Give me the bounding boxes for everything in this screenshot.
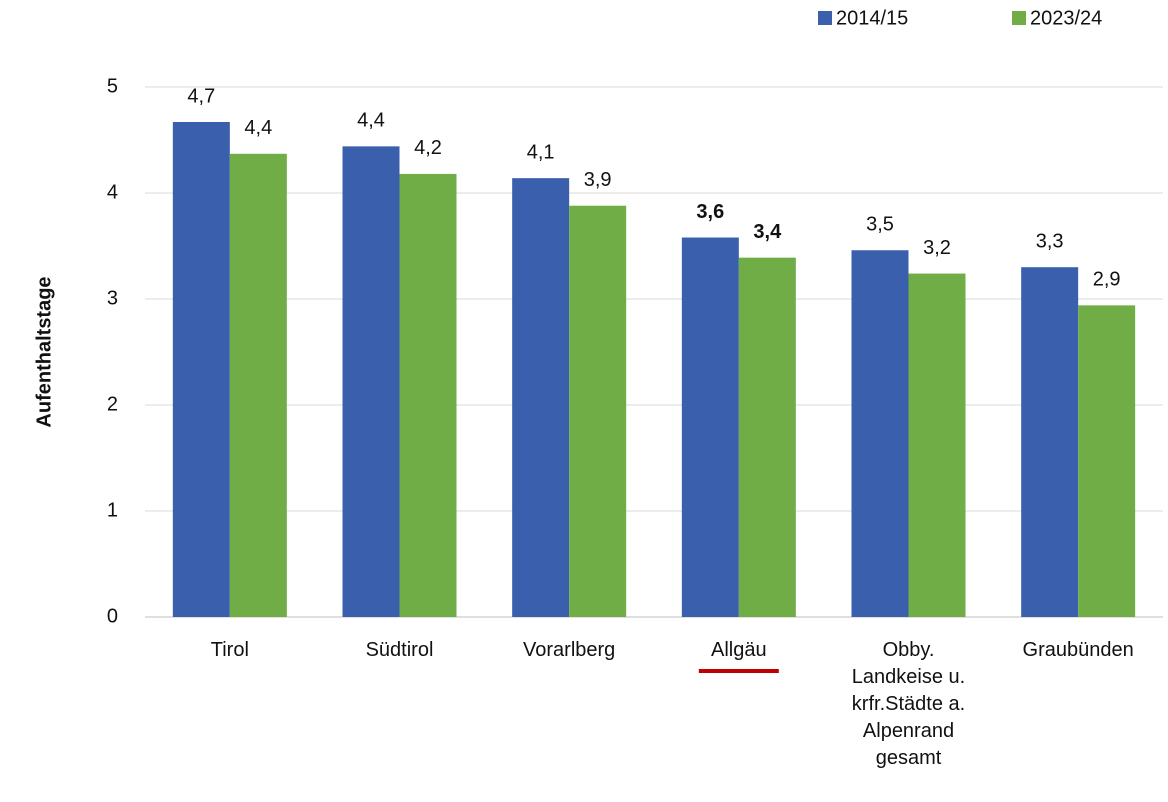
data-label: 4,4 <box>244 117 272 139</box>
bar <box>681 237 739 617</box>
bar <box>569 205 627 617</box>
data-label: 4,2 <box>414 137 442 159</box>
y-axis-label: Aufenthaltstage <box>33 276 55 427</box>
y-tick-label: 3 <box>107 287 118 309</box>
bar <box>851 250 909 618</box>
legend-swatch <box>818 11 832 25</box>
bar <box>1021 267 1079 617</box>
y-tick-label: 0 <box>107 605 118 627</box>
data-label: 3,9 <box>584 169 612 191</box>
x-tick-label: Südtirol <box>365 639 434 661</box>
x-tick-label: Obby. Landkeise u. krfr.Städte a. Alpenr… <box>851 639 966 769</box>
data-label: 2,9 <box>1093 269 1121 291</box>
x-tick-label: Allgäu <box>711 639 767 661</box>
legend-label: 2014/15 <box>836 7 908 29</box>
data-label: 3,3 <box>1036 230 1064 252</box>
data-label: 4,7 <box>187 85 215 107</box>
data-label: 4,4 <box>357 110 385 132</box>
bar <box>512 178 570 617</box>
legend-swatch <box>1012 11 1026 25</box>
bar <box>342 146 400 618</box>
bar <box>908 273 966 617</box>
bar <box>229 153 287 617</box>
x-tick-label: Tirol <box>210 639 249 661</box>
data-label: 4,1 <box>527 141 555 163</box>
y-tick-label: 2 <box>107 393 118 415</box>
data-label: 3,6 <box>696 201 724 223</box>
data-label: 3,5 <box>866 214 894 236</box>
y-tick-label: 1 <box>107 499 118 521</box>
bar <box>1078 305 1136 617</box>
legend-label: 2023/24 <box>1030 7 1102 29</box>
data-label: 3,2 <box>923 237 951 259</box>
bar <box>399 173 457 618</box>
x-tick-label: Graubünden <box>1022 639 1134 661</box>
y-tick-label: 4 <box>107 181 118 203</box>
bar <box>738 257 796 617</box>
data-label: 3,4 <box>753 221 782 243</box>
bar <box>172 121 230 617</box>
x-tick-label: Vorarlberg <box>523 639 616 661</box>
y-tick-label: 5 <box>107 75 118 97</box>
